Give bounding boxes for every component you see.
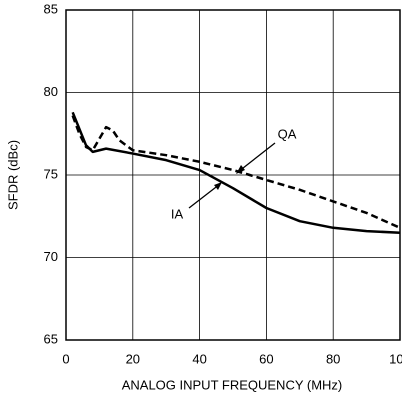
y-axis-label: SFDR (dBc)	[5, 140, 20, 210]
y-tick-label: 80	[44, 84, 58, 99]
y-tick-label: 85	[44, 1, 58, 16]
data-line	[71, 115, 401, 229]
x-tick-label: 100	[389, 351, 402, 366]
y-tick-label: 75	[44, 166, 58, 181]
plot-frame	[65, 9, 401, 341]
x-tick-label: 20	[126, 351, 140, 366]
arrow-head	[214, 182, 222, 190]
data-line	[71, 111, 401, 234]
x-tick-label: 60	[259, 351, 273, 366]
x-tick-label: 80	[326, 351, 340, 366]
x-tick-label: 40	[192, 351, 206, 366]
annotation: IA	[171, 206, 184, 221]
x-tick-label: 0	[62, 351, 69, 366]
arrow	[237, 142, 276, 173]
y-tick-label: 70	[44, 249, 58, 264]
annotation: QA	[278, 126, 297, 141]
x-axis-label: ANALOG INPUT FREQUENCY (MHz)	[122, 377, 343, 392]
arrow	[188, 183, 221, 209]
y-tick-label: 65	[44, 331, 58, 346]
